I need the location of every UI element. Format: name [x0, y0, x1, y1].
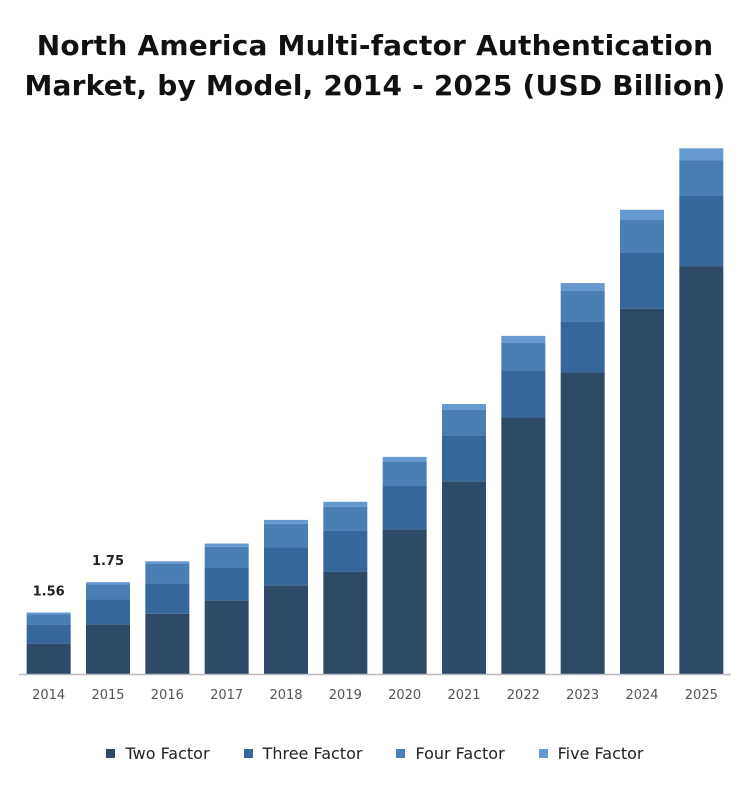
bar-segment-four-factor-2023	[560, 290, 605, 322]
legend-swatch-four-factor	[396, 749, 406, 758]
legend-label-three-factor: Three Factor	[262, 744, 363, 763]
legend-label-four-factor: Four Factor	[415, 744, 505, 763]
x-tick-label-2022: 2022	[507, 688, 540, 703]
bar-segment-two-factor-2020	[382, 529, 427, 674]
x-tick-label-2017: 2017	[210, 688, 243, 703]
bar-segment-four-factor-2024	[620, 220, 664, 253]
x-tick-label-2020: 2020	[388, 688, 421, 703]
bar-segment-four-factor-2016	[145, 563, 190, 584]
chart-title-line-2: Market, by Model, 2014 - 2025 (USD Billi…	[24, 69, 726, 102]
bar-segment-five-factor-2016	[145, 561, 190, 564]
bar-segment-three-factor-2015	[86, 599, 130, 625]
x-tick-label-2023: 2023	[566, 688, 599, 703]
legend-item-two-factor: Two Factor	[106, 744, 210, 763]
stacked-bar-chart: 1.56 2014 1.75 2015 2016 2017 2018 2019 2020 2021…	[19, 148, 731, 703]
x-tick-label-2019: 2019	[329, 688, 362, 703]
legend-item-four-factor: Four Factor	[396, 744, 505, 763]
bar-segment-three-factor-2024	[620, 252, 664, 309]
chart-legend: Two Factor Three Factor Four Factor Five…	[0, 744, 750, 763]
bar-segment-five-factor-2022	[501, 335, 546, 343]
bar-segment-three-factor-2018	[264, 547, 308, 586]
legend-label-two-factor: Two Factor	[125, 744, 210, 763]
bar-segment-five-factor-2024	[620, 209, 664, 221]
bar-segment-three-factor-2020	[382, 486, 427, 530]
bar-segment-two-factor-2021	[442, 481, 486, 674]
bar-segment-three-factor-2014	[26, 624, 71, 644]
x-tick-label-2025: 2025	[685, 688, 718, 703]
bar-segment-four-factor-2025	[679, 160, 724, 196]
x-tick-label-2015: 2015	[91, 688, 124, 703]
bar-segment-two-factor-2019	[323, 571, 368, 674]
legend-swatch-three-factor	[243, 749, 253, 758]
legend-label-five-factor: Five Factor	[557, 744, 644, 763]
bar-segment-three-factor-2025	[679, 195, 724, 267]
legend-swatch-five-factor	[538, 749, 548, 758]
x-tick-label-2021: 2021	[447, 688, 480, 703]
bar-segment-two-factor-2016	[145, 613, 190, 674]
bar-segment-four-factor-2022	[501, 342, 546, 371]
bar-segment-five-factor-2021	[442, 404, 486, 410]
bar-segment-five-factor-2015	[86, 582, 130, 585]
bar-segment-three-factor-2023	[560, 321, 605, 373]
bar-segment-two-factor-2024	[620, 308, 664, 674]
bar-segment-five-factor-2017	[204, 543, 249, 547]
bar-segment-five-factor-2025	[679, 148, 724, 161]
bar-segment-two-factor-2023	[560, 372, 605, 674]
x-tick-label-2014: 2014	[32, 688, 65, 703]
bar-segment-two-factor-2017	[204, 600, 249, 674]
bar-segment-four-factor-2015	[86, 584, 130, 600]
bar-segment-two-factor-2018	[264, 585, 308, 674]
data-label-2015: 1.75	[92, 554, 124, 569]
bar-segment-two-factor-2022	[501, 417, 546, 674]
bar-segment-four-factor-2019	[323, 506, 368, 531]
bar-segment-three-factor-2017	[204, 567, 249, 601]
bar-segment-two-factor-2025	[679, 266, 724, 674]
bar-segment-four-factor-2018	[264, 523, 308, 548]
bar-segment-three-factor-2019	[323, 530, 368, 572]
bar-segment-five-factor-2023	[560, 283, 605, 291]
bar-segment-four-factor-2020	[382, 461, 427, 487]
chart-title-line-1: North America Multi-factor Authenticatio…	[36, 29, 714, 62]
bar-segment-four-factor-2017	[204, 546, 249, 568]
chart-title: North America Multi-factor Authenticatio…	[0, 26, 750, 106]
bar-segment-two-factor-2014	[26, 643, 71, 674]
bar-segment-three-factor-2022	[501, 370, 546, 418]
bar-segment-four-factor-2021	[442, 409, 486, 436]
bar-segment-four-factor-2014	[26, 614, 71, 625]
x-tick-label-2016: 2016	[151, 688, 184, 703]
bar-segment-five-factor-2019	[323, 501, 368, 507]
bar-segment-five-factor-2014	[26, 612, 71, 615]
legend-item-five-factor: Five Factor	[538, 744, 644, 763]
x-tick-label-2018: 2018	[269, 688, 302, 703]
bar-segment-three-factor-2016	[145, 583, 190, 614]
data-label-2014: 1.56	[33, 585, 65, 600]
legend-swatch-two-factor	[106, 749, 116, 758]
legend-item-three-factor: Three Factor	[243, 744, 363, 763]
bar-segment-three-factor-2021	[442, 435, 486, 482]
bar-segment-five-factor-2018	[264, 519, 308, 524]
bar-segment-five-factor-2020	[382, 456, 427, 462]
bar-segment-two-factor-2015	[86, 624, 130, 674]
x-tick-label-2024: 2024	[625, 688, 658, 703]
